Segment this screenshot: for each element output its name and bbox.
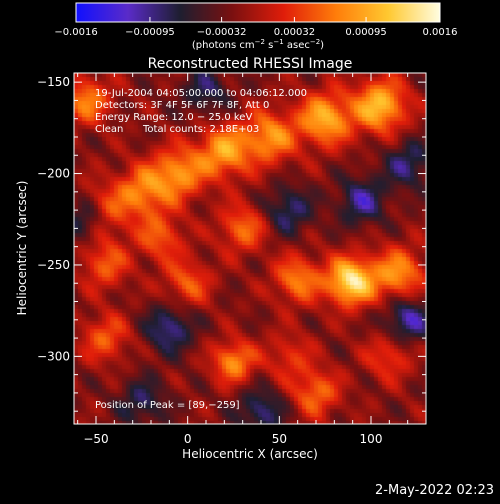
x-axis-label: Heliocentric X (arcsec) <box>182 447 318 461</box>
annotation-clean: Clean <box>95 124 123 135</box>
y-tick-label: −250 <box>37 258 70 272</box>
y-tick-label: −150 <box>37 75 70 89</box>
x-tick-label: 100 <box>360 432 383 446</box>
chart-title: Reconstructed RHESSI Image <box>148 56 353 72</box>
colorbar-tick-label: −0.00095 <box>125 27 175 38</box>
axes: −50 0 50 100 −150 −200 −250 −300 <box>37 72 427 446</box>
colorbar-tick-label: −0.00032 <box>197 27 247 38</box>
plot-frame <box>73 72 427 425</box>
colorbar-gradient <box>75 2 441 23</box>
colorbar-unit-label: (photons cm−2 s−1 asec−2) <box>192 38 324 51</box>
heatmap-image <box>74 73 426 424</box>
footer-date: 2-May-2022 02:23 <box>375 483 494 498</box>
colorbar: −0.0016 −0.00095 −0.00032 0.00032 0.00095 0.0… <box>54 2 458 51</box>
colorbar-ticks: −0.0016 −0.00095 −0.00032 0.00032 0.00095 0.0… <box>54 17 458 38</box>
annotation-counts: Total counts: 2.18E+03 <box>142 124 259 135</box>
y-tick-label: −300 <box>37 349 70 363</box>
y-tick-label: −200 <box>37 167 70 181</box>
colorbar-tick-label: −0.0016 <box>54 27 97 38</box>
x-tick-label: 50 <box>272 432 287 446</box>
colorbar-tick-label: 0.0016 <box>423 27 458 38</box>
x-axis-ticks: −50 0 50 100 <box>77 73 427 446</box>
y-axis-label: Heliocentric Y (arcsec) <box>15 181 29 316</box>
peak-position-label: Position of Peak = [89,−259] <box>95 400 240 411</box>
colorbar-tick-label: 0.00032 <box>274 27 315 38</box>
annotation-detectors: Detectors: 3F 4F 5F 6F 7F 8F, Att 0 <box>95 100 269 111</box>
plot-area <box>74 73 426 424</box>
x-tick-label: 0 <box>184 432 192 446</box>
annotation-energy: Energy Range: 12.0 − 25.0 keV <box>95 112 252 123</box>
colorbar-tick-label: 0.00095 <box>345 27 386 38</box>
annotations: 19-Jul-2004 04:05:00.000 to 04:06:12.000… <box>95 88 307 411</box>
annotation-time: 19-Jul-2004 04:05:00.000 to 04:06:12.000 <box>95 88 307 99</box>
x-tick-label: −50 <box>83 432 108 446</box>
y-axis-ticks: −150 −200 −250 −300 <box>37 75 426 412</box>
